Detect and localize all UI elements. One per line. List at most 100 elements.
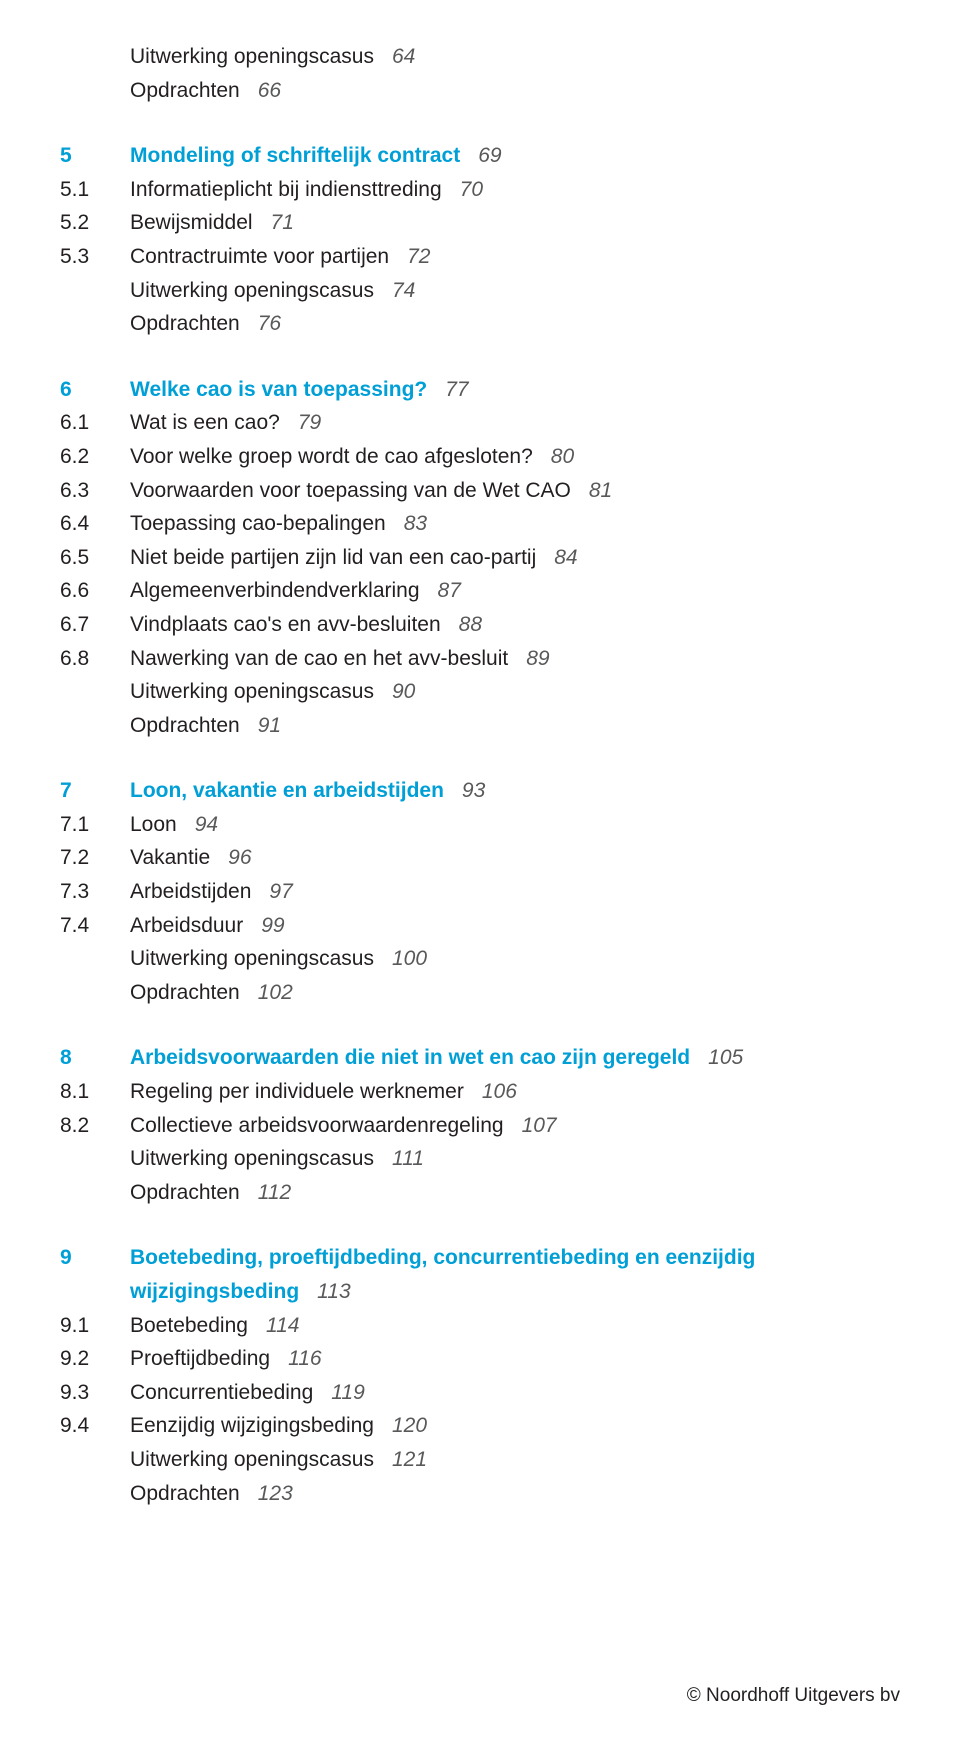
toc-line: Opdrachten112 <box>60 1176 900 1210</box>
toc-number: 7 <box>60 774 130 808</box>
toc-label-wrap: Informatieplicht bij indiensttreding70 <box>130 173 483 207</box>
toc-number: 8 <box>60 1041 130 1075</box>
toc-line: 5.1Informatieplicht bij indiensttreding7… <box>60 173 900 207</box>
toc-block: 8Arbeidsvoorwaarden die niet in wet en c… <box>60 1041 900 1209</box>
toc-label-wrap: Boetebeding, proeftijdbeding, concurrent… <box>130 1241 900 1308</box>
toc-page-number: 64 <box>392 45 415 68</box>
toc-label-wrap: Opdrachten76 <box>130 307 281 341</box>
toc-line: Uitwerking openingscasus 90 <box>60 675 900 709</box>
toc-label: Uitwerking openingscasus <box>130 947 374 970</box>
toc-label-wrap: Opdrachten91 <box>130 709 281 743</box>
toc-label-wrap: Opdrachten123 <box>130 1477 293 1511</box>
toc-label-wrap: Arbeidstijden97 <box>130 875 293 909</box>
toc-line: 6.4Toepassing cao-bepalingen 83 <box>60 507 900 541</box>
toc-label: Uitwerking openingscasus <box>130 45 374 68</box>
toc-page-number: 119 <box>331 1381 364 1404</box>
toc-number: 6.4 <box>60 507 130 541</box>
toc-line: 7.4Arbeidsduur99 <box>60 909 900 943</box>
toc-block: 6Welke cao is van toepassing?776.1Wat is… <box>60 373 900 743</box>
toc-label: Proeftijdbeding <box>130 1347 270 1370</box>
toc-line: 7.2Vakantie96 <box>60 841 900 875</box>
toc-page-number: 80 <box>551 445 574 468</box>
toc-number: 5.1 <box>60 173 130 207</box>
toc-label: Concurrentiebeding <box>130 1381 313 1404</box>
toc-page-number: 66 <box>258 79 281 102</box>
toc-page-number: 97 <box>269 880 292 903</box>
toc-line: 6.8Nawerking van de cao en het avv-beslu… <box>60 642 900 676</box>
toc-page-number: 81 <box>589 479 612 502</box>
toc-page-number: 96 <box>228 846 251 869</box>
toc-line: Uitwerking openingscasus121 <box>60 1443 900 1477</box>
toc-page-number: 72 <box>407 245 430 268</box>
toc-label: Wat is een cao? <box>130 411 280 434</box>
toc-label: Loon <box>130 813 177 836</box>
toc-line: 9.1Boetebeding 114 <box>60 1309 900 1343</box>
toc-page-number: 116 <box>288 1347 321 1370</box>
toc-label-wrap: Voor welke groep wordt de cao afgesloten… <box>130 440 574 474</box>
toc-page-number: 123 <box>258 1482 293 1505</box>
toc-label-wrap: Loon, vakantie en arbeidstijden93 <box>130 774 485 808</box>
toc-page-number: 70 <box>460 178 483 201</box>
toc-label-wrap: Algemeenverbindendverklaring87 <box>130 574 461 608</box>
toc-page-number: 83 <box>404 512 427 535</box>
toc-line: 6.1Wat is een cao?79 <box>60 406 900 440</box>
toc-label: Opdrachten <box>130 714 240 737</box>
toc-line: 6.6Algemeenverbindendverklaring87 <box>60 574 900 608</box>
toc-number: 5.2 <box>60 206 130 240</box>
toc-label-wrap: Uitwerking openingscasus100 <box>130 942 427 976</box>
toc-page-number: 74 <box>392 279 415 302</box>
toc-line: Uitwerking openingscasus100 <box>60 942 900 976</box>
toc-page-number: 105 <box>708 1046 743 1069</box>
toc-label-wrap: Opdrachten112 <box>130 1176 291 1210</box>
toc-line: 6.2Voor welke groep wordt de cao afgeslo… <box>60 440 900 474</box>
toc-label: Boetebeding <box>130 1314 248 1337</box>
toc-page-number: 113 <box>317 1280 350 1303</box>
publisher-footer: © Noordhoff Uitgevers bv <box>687 1685 900 1707</box>
toc-label: Voorwaarden voor toepassing van de Wet C… <box>130 479 571 502</box>
toc-page-number: 121 <box>392 1448 427 1471</box>
toc-page: Uitwerking openingscasus 64 Opdrachten 66 5M… <box>0 0 960 1747</box>
toc-line: Opdrachten91 <box>60 709 900 743</box>
toc-label-wrap: Uitwerking openingscasus 64 <box>130 40 415 74</box>
toc-label: Opdrachten <box>130 79 240 102</box>
toc-label-wrap: Opdrachten102 <box>130 976 293 1010</box>
toc-page-number: 87 <box>438 579 461 602</box>
toc-line: 8.1Regeling per individuele werknemer106 <box>60 1075 900 1109</box>
toc-label: Uitwerking openingscasus <box>130 279 374 302</box>
toc-label: Mondeling of schriftelijk contract <box>130 144 460 167</box>
toc-label: Toepassing cao-bepalingen <box>130 512 386 535</box>
toc-page-number: 99 <box>261 914 284 937</box>
toc-chapter-line: 8Arbeidsvoorwaarden die niet in wet en c… <box>60 1041 900 1075</box>
toc-number: 5 <box>60 139 130 173</box>
toc-chapter-line: 5Mondeling of schriftelijk contract 69 <box>60 139 900 173</box>
toc-label-wrap: Uitwerking openingscasus111 <box>130 1142 424 1176</box>
toc-page-number: 71 <box>271 211 294 234</box>
toc-page-number: 77 <box>445 378 468 401</box>
toc-label: Boetebeding, proeftijdbeding, concurrent… <box>130 1246 755 1303</box>
toc-label: Uitwerking openingscasus <box>130 680 374 703</box>
toc-label-wrap: Bewijsmiddel71 <box>130 206 294 240</box>
toc-page-number: 88 <box>459 613 482 636</box>
toc-page-number: 93 <box>462 779 485 802</box>
toc-page-number: 114 <box>266 1314 299 1337</box>
toc-label-wrap: Boetebeding 114 <box>130 1309 299 1343</box>
toc-label-wrap: Regeling per individuele werknemer106 <box>130 1075 517 1109</box>
toc-page-number: 90 <box>392 680 415 703</box>
toc-label: Arbeidsvoorwaarden die niet in wet en ca… <box>130 1046 690 1069</box>
toc-label: Vakantie <box>130 846 210 869</box>
toc-number: 9.1 <box>60 1309 130 1343</box>
toc-block: 9Boetebeding, proeftijdbeding, concurren… <box>60 1241 900 1510</box>
toc-line: 5.2Bewijsmiddel71 <box>60 206 900 240</box>
toc-label-wrap: Collectieve arbeidsvoorwaardenregeling10… <box>130 1109 557 1143</box>
toc-label-wrap: Vindplaats cao's en avv-besluiten88 <box>130 608 482 642</box>
toc-label-wrap: Uitwerking openingscasus 74 <box>130 274 415 308</box>
toc-page-number: 112 <box>258 1181 291 1204</box>
toc-line: 7.3Arbeidstijden97 <box>60 875 900 909</box>
toc-page-number: 69 <box>478 144 501 167</box>
toc-page-number: 76 <box>258 312 281 335</box>
toc-label-wrap: Arbeidsduur99 <box>130 909 285 943</box>
toc-number: 6.7 <box>60 608 130 642</box>
toc-label: Nawerking van de cao en het avv-besluit <box>130 647 508 670</box>
toc-number: 6.2 <box>60 440 130 474</box>
toc-line: Opdrachten102 <box>60 976 900 1010</box>
